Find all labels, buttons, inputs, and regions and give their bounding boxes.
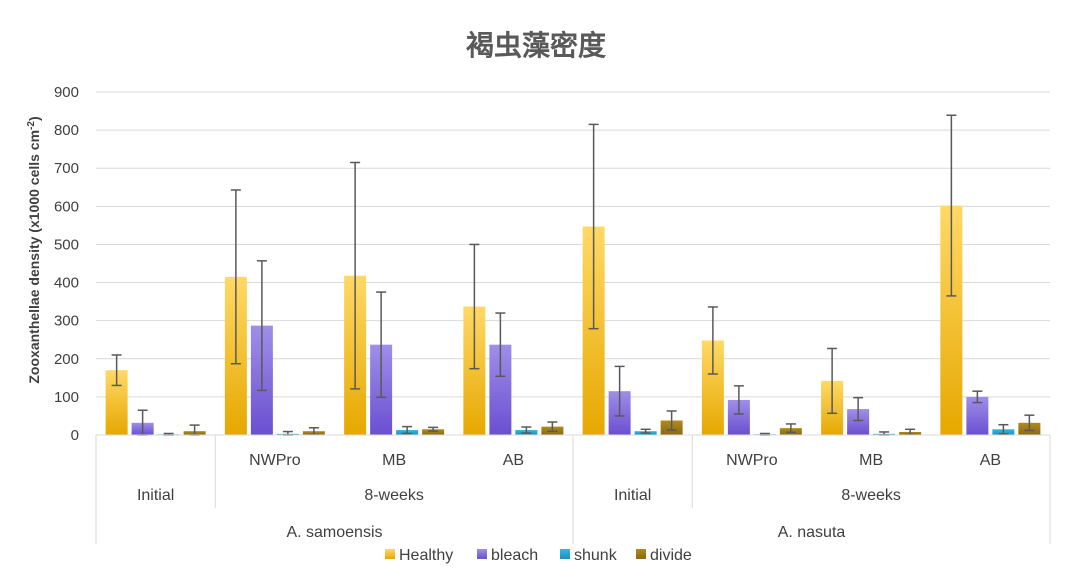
error-bar-divide-4: [666, 410, 677, 431]
error-bar-bleach-2: [376, 291, 387, 399]
error-bar-shunk-3: [521, 426, 532, 434]
error-bar-Healthy-4: [588, 123, 599, 330]
y-axis-label-close: ): [26, 116, 42, 121]
chart-title: 褐虫藻密度: [466, 29, 606, 62]
error-bar-divide-3: [547, 421, 558, 432]
bar-Healthy-7: [940, 205, 963, 435]
category-label: NWPro: [249, 452, 301, 469]
species-label: A. samoensis: [286, 524, 382, 541]
bar-bleach-3: [489, 344, 512, 435]
group-label: Initial: [137, 487, 174, 504]
legend-swatch: [477, 549, 487, 559]
legend-label: bleach: [491, 547, 538, 564]
species-label: A. nasuta: [778, 524, 846, 541]
legend-swatch: [636, 549, 646, 559]
y-tick-label: 900: [54, 84, 79, 101]
bar-divide-2: [422, 429, 445, 435]
category-label: MB: [382, 452, 406, 469]
error-bar-Healthy-0: [111, 354, 122, 387]
bar-bleach-6: [847, 409, 870, 435]
legend-swatch: [385, 549, 395, 559]
y-tick-label: 700: [54, 160, 79, 177]
error-bar-Healthy-1: [230, 189, 241, 365]
legend: Healthy bleach shunk divide: [385, 547, 692, 564]
y-axis: 0 100 200 300 400 500 600 700 800 900: [54, 84, 79, 444]
group-label: 8-weeks: [841, 487, 901, 504]
y-tick-label: 200: [54, 351, 79, 368]
y-tick-label: 100: [54, 389, 79, 406]
bar-Healthy-4: [582, 226, 605, 435]
y-tick-label: 800: [54, 122, 79, 139]
error-bar-divide-2: [428, 426, 439, 432]
error-bar-divide-5: [785, 423, 796, 434]
error-bar-bleach-3: [495, 312, 506, 378]
error-bar-divide-7: [1024, 414, 1035, 432]
error-bar-Healthy-2: [350, 161, 361, 390]
error-bars: [111, 114, 1035, 436]
error-bar-bleach-6: [853, 396, 864, 422]
y-tick-label: 300: [54, 313, 79, 330]
category-label: AB: [980, 452, 1001, 469]
error-bar-shunk-1: [282, 430, 293, 436]
legend-item-Healthy: Healthy: [385, 547, 453, 564]
legend-label: shunk: [574, 547, 618, 564]
error-bar-Healthy-6: [827, 347, 838, 415]
group-label: 8-weeks: [364, 487, 424, 504]
error-bar-Healthy-7: [946, 114, 957, 297]
legend-item-bleach: bleach: [477, 547, 538, 564]
y-tick-label: 400: [54, 275, 79, 292]
bar-bleach-5: [727, 399, 750, 435]
category-axis: NWPro MB AB NWPro MB AB Initial 8-weeks Initial 8…: [95, 434, 1051, 544]
group-label: Initial: [614, 487, 651, 504]
error-bar-Healthy-3: [469, 243, 480, 370]
legend-swatch: [560, 549, 570, 559]
bar-Healthy-5: [701, 340, 724, 435]
legend-item-divide: divide: [636, 547, 692, 564]
bar-Healthy-3: [463, 306, 486, 435]
error-bar-bleach-5: [733, 385, 744, 415]
y-axis-label-superscript: -2: [26, 121, 37, 130]
legend-item-shunk: shunk: [560, 547, 618, 564]
error-bar-shunk-2: [402, 425, 413, 435]
category-label: MB: [859, 452, 883, 469]
y-tick-label: 500: [54, 236, 79, 253]
error-bar-shunk-7: [998, 423, 1009, 435]
legend-label: Healthy: [399, 547, 453, 564]
bar-bleach-7: [966, 396, 989, 435]
error-bar-bleach-1: [256, 260, 267, 392]
error-bar-bleach-7: [972, 390, 983, 404]
y-tick-label: 600: [54, 198, 79, 215]
y-axis-label: Zooxanthellae density (x1000 cells cm-2): [26, 116, 42, 383]
legend-label: divide: [650, 547, 692, 564]
y-tick-label: 0: [71, 427, 79, 444]
error-bar-shunk-4: [640, 428, 651, 434]
category-label: AB: [503, 452, 524, 469]
error-bar-Healthy-5: [707, 306, 718, 375]
error-bar-bleach-4: [614, 365, 625, 417]
y-axis-label-text: Zooxanthellae density (x1000 cells cm: [26, 130, 42, 384]
category-label: NWPro: [726, 452, 778, 469]
bar-Healthy-0: [105, 370, 128, 435]
